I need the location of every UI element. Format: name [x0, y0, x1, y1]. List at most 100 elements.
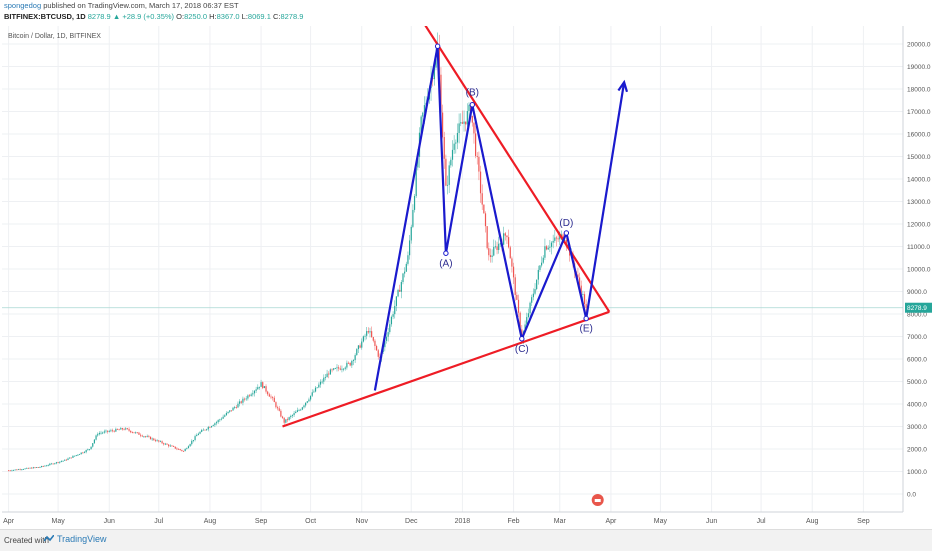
candle-body: [536, 279, 538, 290]
candle-body: [143, 436, 145, 438]
candle-body: [529, 302, 531, 314]
candle-body: [45, 465, 48, 467]
low-label: L:: [241, 12, 248, 21]
candle-body: [549, 246, 551, 248]
wave-label: (C): [515, 344, 529, 355]
candle-body: [489, 255, 492, 257]
candle-body: [57, 462, 59, 464]
candle-body: [362, 336, 364, 342]
candle-body: [296, 410, 298, 412]
candle-body: [313, 391, 315, 393]
candle-body: [103, 431, 105, 433]
candle-body: [248, 395, 251, 397]
candle-body: [268, 394, 270, 397]
candle-body: [390, 316, 393, 325]
candle-body: [110, 430, 112, 432]
candle-body: [179, 449, 181, 451]
candle-body: [352, 360, 355, 361]
candle-body: [21, 469, 23, 471]
candle-body: [31, 467, 33, 469]
candle-body: [407, 255, 409, 264]
candle-body: [131, 432, 133, 433]
candle-body: [98, 432, 100, 435]
author-link[interactable]: spongedog: [4, 1, 42, 10]
candle-body: [532, 293, 534, 298]
tradingview-logo[interactable]: TradingView: [44, 534, 107, 544]
candle-body: [97, 434, 99, 436]
candle-body: [93, 439, 96, 444]
candle-body: [582, 294, 584, 296]
candle-body: [375, 345, 378, 351]
candle-body: [75, 455, 77, 456]
resistance-line: [424, 26, 611, 313]
candle-body: [552, 240, 554, 243]
x-tick-label: Sep: [857, 518, 870, 525]
candle-body: [486, 226, 488, 249]
candle-body: [389, 324, 391, 333]
candle-body: [423, 105, 426, 113]
candle-body: [478, 156, 480, 172]
candle-body: [446, 184, 449, 186]
x-tick-label: Jun: [104, 518, 115, 525]
candle-body: [290, 415, 292, 418]
candle-body: [215, 422, 218, 424]
x-tick-label: Dec: [405, 518, 418, 525]
candle-body: [24, 468, 26, 470]
candle-body: [267, 391, 269, 395]
candle-body: [197, 433, 199, 436]
candle-body: [252, 393, 254, 395]
candle-body: [262, 382, 264, 389]
candle-body: [202, 429, 204, 431]
candle-body: [207, 427, 209, 430]
pivot-marker: [469, 102, 476, 108]
candle-body: [341, 368, 343, 370]
candle-body: [559, 236, 561, 240]
support-line: [282, 310, 610, 428]
y-tick-label: 7000.0: [907, 334, 927, 341]
candle-body: [346, 362, 348, 368]
candle-body: [451, 149, 454, 160]
candle-body: [135, 432, 137, 434]
candle-body: [36, 467, 38, 468]
candle-body: [498, 243, 500, 250]
candle-body: [537, 269, 539, 280]
candle-body: [69, 457, 71, 459]
candle-body: [506, 235, 508, 238]
candle-body: [26, 467, 28, 469]
candle-body: [555, 237, 558, 239]
event-flag-stripe: [594, 499, 601, 502]
candle-body: [257, 387, 259, 390]
candle-body: [583, 294, 586, 305]
candle-body: [493, 246, 495, 256]
candle-body: [481, 193, 483, 205]
candle-body: [318, 384, 320, 388]
candle-body: [201, 430, 203, 432]
candle-body: [450, 159, 452, 166]
price-chart[interactable]: Apr May Jun Jul Aug Sep Oct Nov Dec 2018 Feb Mar Apr…: [0, 26, 932, 529]
candle-body: [62, 460, 64, 462]
candle-body: [194, 436, 196, 440]
candle-body: [463, 121, 465, 124]
candle-body: [108, 431, 110, 432]
candle-body: [288, 417, 290, 420]
candle-body: [140, 434, 142, 436]
candle-body: [174, 446, 176, 449]
candle-body: [102, 432, 104, 434]
candle-body: [504, 233, 506, 236]
x-tick-label: Jun: [706, 518, 717, 525]
candle-body: [39, 467, 41, 468]
candle-body: [16, 469, 18, 471]
candle-body: [158, 440, 160, 442]
y-tick-label: 6000.0: [907, 357, 927, 364]
candle-body: [541, 262, 543, 266]
candle-body: [293, 413, 295, 416]
candle-body: [577, 274, 579, 278]
candle-body: [49, 463, 51, 466]
candle-body: [275, 402, 277, 408]
candle-body: [11, 470, 13, 472]
wave-line: [373, 45, 626, 391]
candle-body: [516, 294, 518, 300]
x-tick-label: Aug: [806, 518, 819, 525]
candle-body: [404, 271, 406, 274]
candle-body: [121, 428, 124, 430]
